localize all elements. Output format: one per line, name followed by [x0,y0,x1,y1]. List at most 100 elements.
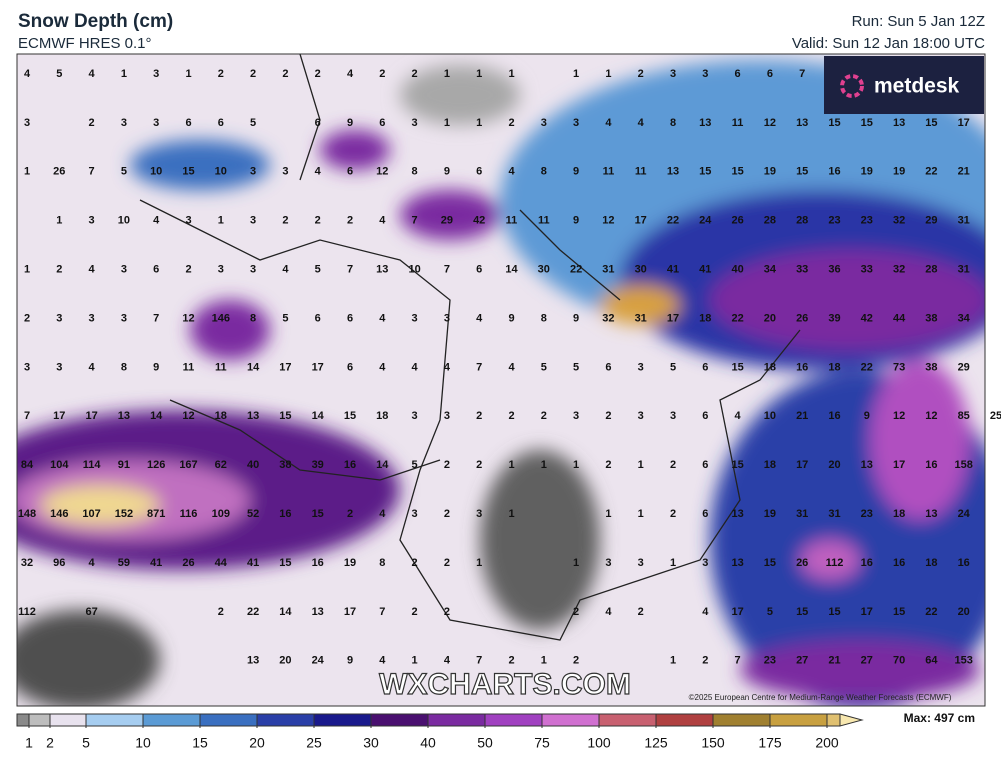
grid-value: 2 [24,312,30,324]
grid-value: 13 [731,508,743,520]
legend-swatch [200,714,257,726]
grid-value: 26 [796,557,808,569]
grid-value: 27 [861,655,873,667]
grid-value: 33 [796,264,808,276]
grid-value: 8 [541,166,547,178]
map [17,54,985,706]
grid-value: 13 [376,264,388,276]
grid-value: 6 [347,361,353,373]
grid-value: 16 [925,459,937,471]
grid-value: 31 [828,508,840,520]
map-frame [16,53,986,707]
grid-value: 40 [247,459,259,471]
grid-value: 2 [347,508,353,520]
grid-value: 17 [344,606,356,618]
grid-value: 15 [731,166,743,178]
grid-value: 5 [315,264,321,276]
grid-value: 6 [702,508,708,520]
grid-value: 19 [764,508,776,520]
grid-value: 1 [476,117,482,129]
grid-value: 3 [605,557,611,569]
grid-value: 12 [376,166,388,178]
grid-value: 6 [347,312,353,324]
grid-value: 32 [602,312,614,324]
grid-value: 1 [670,655,676,667]
grid-value: 2 [476,459,482,471]
grid-value: 2 [638,68,644,80]
grid-value: 19 [893,166,905,178]
grid-value: 21 [828,655,840,667]
grid-value: 9 [864,410,870,422]
grid-value: 9 [573,312,579,324]
legend-label: 2 [46,735,54,751]
grid-value: 6 [476,264,482,276]
grid-value: 42 [861,312,873,324]
grid-value: 3 [218,264,224,276]
grid-value: 12 [893,410,905,422]
grid-value: 7 [412,215,418,227]
grid-value: 2 [379,68,385,80]
grid-value: 2 [702,655,708,667]
grid-value: 1 [56,215,62,227]
grid-value: 7 [379,606,385,618]
grid-value: 158 [955,459,973,471]
grid-value: 22 [731,312,743,324]
grid-value: 15 [861,117,873,129]
grid-value: 4 [702,606,709,618]
grid-value: 13 [796,117,808,129]
grid-value: 39 [312,459,324,471]
grid-value: 7 [153,312,159,324]
grid-value: 18 [764,361,776,373]
grid-value: 20 [958,606,970,618]
grid-value: 41 [247,557,259,569]
grid-value: 18 [925,557,937,569]
grid-value: 31 [796,508,808,520]
grid-value: 1 [573,68,579,80]
grid-value: 1 [24,264,30,276]
legend-swatch [86,714,143,726]
grid-value: 4 [508,361,515,373]
grid-value: 3 [121,312,127,324]
grid-value: 22 [667,215,679,227]
grid-value: 2 [444,459,450,471]
grid-value: 2 [347,215,353,227]
grid-value: 1 [605,508,611,520]
grid-value: 38 [925,361,937,373]
grid-value: 12 [182,312,194,324]
grid-value: 28 [764,215,776,227]
grid-value: 4 [282,264,289,276]
grid-value: 15 [828,606,840,618]
grid-value: 8 [250,312,256,324]
grid-value: 6 [379,117,385,129]
grid-value: 21 [958,166,970,178]
grid-value: 6 [185,117,191,129]
grid-value: 3 [573,410,579,422]
grid-value: 64 [925,655,938,667]
grid-value: 15 [182,166,194,178]
grid-value: 9 [573,166,579,178]
grid-value: 20 [764,312,776,324]
grid-value: 2 [218,68,224,80]
grid-value: 104 [50,459,69,471]
grid-value: 19 [344,557,356,569]
grid-value: 31 [958,215,970,227]
grid-value: 85 [958,410,970,422]
grid-value: 13 [247,655,259,667]
grid-value: 3 [702,68,708,80]
grid-value: 1 [541,655,547,667]
grid-value: 32 [893,264,905,276]
grid-value: 14 [247,361,260,373]
grid-value: 16 [344,459,356,471]
grid-value: 4 [379,215,386,227]
grid-value: 29 [441,215,453,227]
grid-value: 3 [541,117,547,129]
grid-value: 22 [861,361,873,373]
grid-value: 10 [408,264,420,276]
grid-value: 17 [893,459,905,471]
grid-value: 24 [958,508,971,520]
legend-label: 175 [758,735,782,751]
grid-value: 3 [121,117,127,129]
grid-value: 33 [861,264,873,276]
grid-value: 15 [764,557,776,569]
